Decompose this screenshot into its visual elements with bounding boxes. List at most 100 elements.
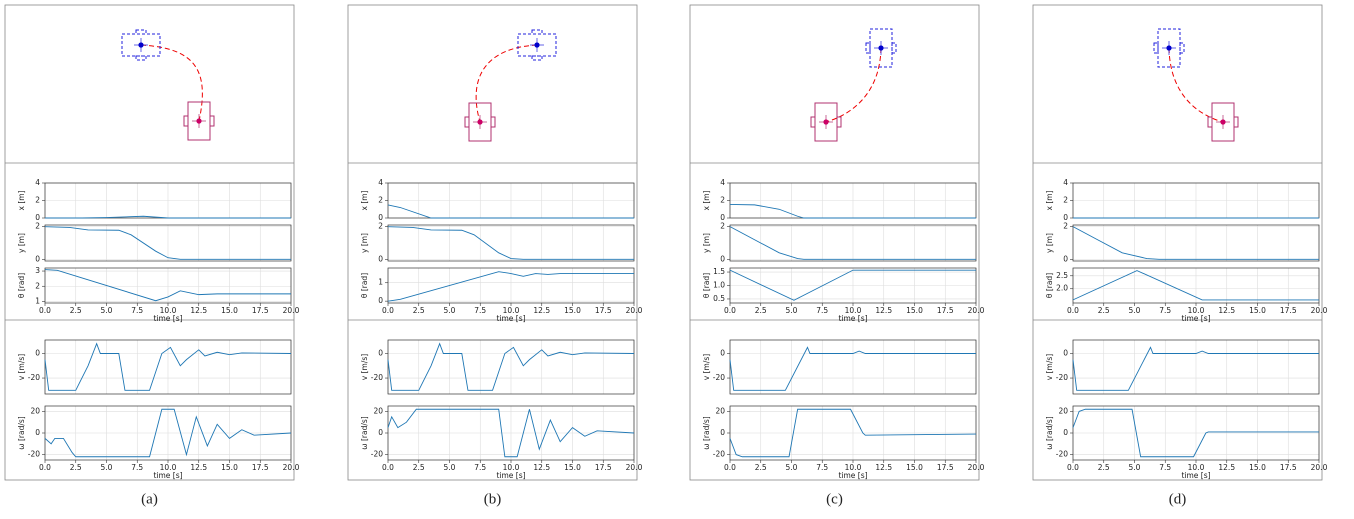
x-axis-label: time [s] [838, 471, 867, 480]
plot-frame [44, 267, 292, 304]
x-tick-label: 2.5 [755, 306, 767, 315]
robot-wheel [1233, 116, 1239, 128]
robot-wheel [464, 116, 470, 128]
robot-center [878, 45, 884, 51]
robot-wheel [135, 29, 147, 35]
y-tick-label: 1 [378, 278, 383, 287]
x-axis-label: time [s] [838, 314, 867, 323]
robot-wheel [865, 42, 871, 54]
plot-frame [729, 339, 977, 395]
y-tick-label: 2 [35, 222, 40, 231]
y-axis-label: y [m] [702, 233, 711, 253]
x-tick-label: 20.0 [626, 306, 643, 315]
y-axis-label: v [m/s] [1045, 354, 1054, 380]
x-tick-label: 2.5 [755, 463, 767, 472]
x-tick-label: 2.5 [413, 306, 425, 315]
robot-wheel [490, 116, 496, 128]
x-tick-label: 12.5 [1218, 306, 1235, 315]
x-tick-label: 10.0 [845, 306, 862, 315]
y-axis-label: ω [rad/s] [1045, 416, 1054, 449]
data-line [1072, 226, 1319, 260]
trajectory [825, 47, 882, 123]
x-tick-label: 10.0 [503, 463, 520, 472]
y-tick-label: 0 [35, 428, 40, 437]
y-tick-label: 2.0 [1056, 284, 1068, 293]
y-tick-label: 1 [35, 296, 40, 305]
robot-wheel [1179, 42, 1185, 54]
x-tick-label: 15.0 [564, 463, 581, 472]
x-tick-label: 7.5 [131, 306, 143, 315]
y-tick-label: 0 [378, 213, 383, 222]
data-line [729, 203, 976, 219]
robot-center [823, 119, 829, 125]
line-chart: 0.0 2.5 5.0 7.5 10.0 12.5 15.0 17.5 20.0 -20 0 20 ω … [1045, 405, 1328, 480]
data-line [387, 204, 634, 219]
x-axis-label: time [s] [496, 471, 525, 480]
y-tick-label: 0 [378, 254, 383, 263]
y-tick-label: -20 [713, 450, 725, 459]
x-tick-label: 15.0 [221, 306, 238, 315]
x-tick-label: 0.0 [1067, 306, 1079, 315]
y-tick-label: 0 [378, 428, 383, 437]
x-tick-label: 12.5 [875, 463, 892, 472]
y-tick-label: 0 [720, 428, 725, 437]
x-tick-label: 2.5 [413, 463, 425, 472]
data-line [1072, 408, 1319, 458]
data-line [387, 226, 634, 260]
y-tick-label: -20 [371, 450, 383, 459]
line-chart: 0 2 y [m] [702, 222, 977, 263]
trajectory [475, 44, 538, 123]
y-tick-label: 1.5 [713, 267, 725, 276]
caption: (a) [141, 491, 158, 507]
line-chart: 0 2 y [m] [17, 222, 292, 263]
x-tick-label: 7.5 [131, 463, 143, 472]
y-tick-label: 0 [1063, 213, 1068, 222]
y-axis-label: v [m/s] [17, 354, 26, 380]
robot-wheel [183, 115, 189, 127]
x-tick-label: 17.5 [252, 306, 269, 315]
x-tick-label: 10.0 [160, 463, 177, 472]
line-chart: 0 2 4 x [m] [17, 178, 292, 222]
y-axis-label: v [m/s] [702, 354, 711, 380]
x-tick-label: 17.5 [595, 306, 612, 315]
y-tick-label: 2 [720, 196, 725, 205]
y-tick-label: 2 [1063, 222, 1068, 231]
data-line [729, 346, 976, 391]
x-tick-label: 5.0 [786, 463, 798, 472]
caption: (b) [484, 491, 502, 507]
x-tick-label: 0.0 [382, 306, 394, 315]
plot-frame [387, 267, 635, 304]
robot-wheel [135, 55, 147, 61]
data-line [44, 408, 292, 458]
x-tick-label: 0.0 [724, 463, 736, 472]
data-line [387, 342, 635, 391]
y-tick-label: -20 [28, 450, 40, 459]
x-tick-label: 2.5 [70, 306, 82, 315]
x-tick-label: 10.0 [845, 463, 862, 472]
robot-wheel [1207, 116, 1213, 128]
data-line [1072, 346, 1319, 391]
x-tick-label: 12.5 [1218, 463, 1235, 472]
robot-center [196, 118, 202, 124]
x-tick-label: 20.0 [283, 306, 300, 315]
data-line [387, 408, 635, 458]
x-tick-label: 5.0 [1129, 463, 1141, 472]
x-tick-label: 15.0 [1249, 306, 1266, 315]
y-tick-label: 4 [35, 178, 40, 187]
data-line [44, 226, 291, 260]
robot-wheel [1153, 42, 1159, 54]
robot-center [1166, 45, 1172, 51]
x-tick-label: 5.0 [444, 463, 456, 472]
y-tick-label: 4 [1063, 178, 1068, 187]
y-tick-label: 2 [1063, 196, 1068, 205]
x-tick-label: 20.0 [626, 463, 643, 472]
panel-frame [1032, 4, 1323, 481]
panel: (b) [347, 4, 638, 507]
x-tick-label: 15.0 [906, 306, 923, 315]
x-tick-label: 2.5 [70, 463, 82, 472]
x-tick-label: 10.0 [503, 306, 520, 315]
x-tick-label: 17.5 [937, 306, 954, 315]
line-chart: -20 0 v [m/s] [17, 339, 292, 395]
data-line [729, 408, 977, 458]
robot-wheel [531, 29, 543, 35]
